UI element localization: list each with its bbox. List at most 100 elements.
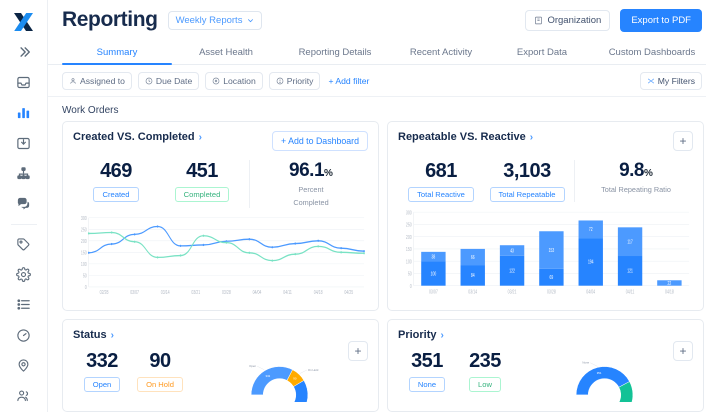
card-title-label: Repeatable VS. Reactive	[398, 131, 526, 143]
kpi-tag: Open	[83, 377, 121, 392]
filter-chip-label: Location	[223, 75, 256, 86]
chevron-right-icon: ›	[440, 329, 444, 341]
line-chart-created-vs-completed: 0 50 100 150 200 250 300 02/28 03/07 03/14 03/21 03…	[73, 212, 368, 301]
report-period-select[interactable]: Weekly Reports	[167, 10, 263, 30]
archive-icon[interactable]	[7, 129, 41, 157]
tab-recent-activity[interactable]: Recent Activity	[409, 47, 473, 58]
bar-chart-repeatable-vs-reactive: 0 50 100 150 200 250 300 100 38 03/07 84 66 03/14 122…	[398, 206, 693, 301]
svg-text:194: 194	[588, 259, 594, 265]
list-icon[interactable]	[7, 291, 41, 319]
svg-text:332: 332	[266, 374, 271, 378]
svg-text:72: 72	[589, 226, 593, 232]
filter-chip-priority[interactable]: Priority	[268, 71, 321, 90]
add-to-dashboard-button[interactable]: + Add to Dashboard	[271, 131, 368, 151]
svg-text:03/21: 03/21	[191, 289, 200, 295]
gauge-icon[interactable]	[7, 321, 41, 349]
svg-text:100: 100	[81, 261, 87, 267]
chevron-right-icon: ›	[198, 131, 202, 143]
svg-text:117: 117	[627, 239, 633, 245]
kpi-tag: Total Reactive	[408, 187, 474, 202]
percent-label-line1: Total Repeating Ratio	[601, 185, 671, 194]
kpi-value: 351	[411, 350, 443, 372]
svg-text:04/18: 04/18	[314, 289, 323, 295]
kpi-tag: Created	[93, 187, 139, 202]
tag-icon[interactable]	[7, 230, 41, 258]
chevron-right-icon: ›	[110, 329, 114, 341]
clock-icon	[145, 77, 153, 84]
kpi-tag: Low	[469, 377, 501, 392]
expand-sidebar-icon[interactable]	[7, 38, 41, 66]
x-logo[interactable]	[0, 6, 48, 38]
top-bar: Reporting Weekly Reports Organization Ex…	[48, 0, 706, 40]
kpi-repeating-ratio: 9.8% Total Repeating Ratio	[579, 160, 693, 195]
card-title-label: Created VS. Completed	[73, 131, 195, 143]
percent-symbol: %	[644, 168, 653, 179]
percent-value: 9.8	[619, 160, 644, 181]
kpi-open: 332 Open	[73, 350, 131, 392]
svg-text:03/14: 03/14	[468, 289, 477, 295]
tab-reporting-details[interactable]: Reporting Details	[298, 47, 372, 58]
tab-custom-dashboards[interactable]: Custom Dashboards	[608, 47, 696, 58]
svg-text:03/21: 03/21	[508, 289, 517, 295]
hierarchy-icon[interactable]	[7, 159, 41, 187]
tab-asset-health[interactable]: Asset Health	[199, 47, 253, 58]
tab-summary[interactable]: Summary	[62, 47, 172, 65]
add-widget-button[interactable]: +	[673, 131, 693, 151]
main-content: Reporting Weekly Reports Organization Ex…	[48, 0, 706, 412]
card-title-label: Status	[73, 329, 107, 341]
svg-text:66: 66	[471, 254, 475, 260]
svg-text:04/04: 04/04	[586, 289, 595, 295]
filter-chip-location[interactable]: Location	[205, 71, 263, 90]
svg-text:None: None	[582, 361, 589, 365]
kpi-low: 235 Low	[456, 350, 514, 392]
sidebar-divider	[10, 224, 37, 226]
card-title[interactable]: Created VS. Completed ›	[73, 131, 202, 143]
inbox-icon[interactable]	[7, 68, 41, 96]
filter-chip-assigned-to[interactable]: Assigned to	[62, 71, 132, 90]
kpi-row: 332 Open 90 On Hold	[73, 350, 191, 392]
tab-export-data[interactable]: Export Data	[516, 47, 568, 58]
add-filter-button[interactable]: + Add filter	[328, 75, 370, 86]
percent-label-line1: Percent	[298, 185, 324, 194]
svg-text:50: 50	[408, 271, 412, 277]
svg-text:03/28: 03/28	[222, 289, 231, 295]
card-body: 351 None 235 Low 35123596NoneLow +	[398, 341, 693, 402]
card-title[interactable]: Priority ›	[398, 329, 444, 341]
organization-button[interactable]: Organization	[525, 9, 611, 31]
add-widget-button[interactable]: +	[348, 341, 368, 361]
percent-label-line2: Completed	[293, 197, 329, 207]
page-title: Reporting	[62, 8, 158, 31]
filter-chip-label: Due Date	[155, 75, 193, 86]
card-title[interactable]: Status ›	[73, 329, 114, 341]
card-status: Status › 332 Open 90 On Ho	[62, 319, 379, 412]
card-created-vs-completed: Created VS. Completed › + Add to Dashboa…	[62, 121, 379, 311]
sidebar	[0, 0, 48, 412]
chevron-down-icon	[248, 18, 254, 22]
kpi-completed: 451 Completed	[159, 160, 245, 202]
kpi-value: 451	[186, 160, 218, 182]
location-pin-icon[interactable]	[7, 351, 41, 379]
svg-text:69: 69	[550, 274, 554, 280]
gear-icon[interactable]	[7, 260, 41, 288]
my-filters-button[interactable]: My Filters	[639, 71, 702, 90]
svg-text:100: 100	[406, 259, 412, 265]
card-header: Priority ›	[398, 329, 693, 341]
export-to-pdf-button[interactable]: Export to PDF	[620, 8, 702, 32]
add-widget-button[interactable]: +	[673, 341, 693, 361]
bar-chart-icon[interactable]	[7, 99, 41, 127]
svg-text:04/11: 04/11	[626, 289, 635, 295]
chat-icon[interactable]	[7, 190, 41, 218]
svg-text:04/25: 04/25	[344, 289, 353, 295]
filter-chip-due-date[interactable]: Due Date	[137, 71, 200, 90]
kpi-tag: On Hold	[137, 377, 183, 392]
svg-text:50: 50	[83, 272, 87, 278]
kpi-percent-completed: 96.1% Percent Completed	[254, 160, 368, 208]
filter-chip-label: Assigned to	[80, 75, 125, 86]
card-header: Created VS. Completed › + Add to Dashboa…	[73, 131, 368, 151]
organization-label: Organization	[547, 14, 602, 26]
card-title[interactable]: Repeatable VS. Reactive ›	[398, 131, 533, 143]
flag-icon	[276, 77, 284, 84]
svg-text:90: 90	[293, 377, 297, 381]
people-icon[interactable]	[7, 382, 41, 410]
svg-text:Open: Open	[249, 364, 256, 368]
